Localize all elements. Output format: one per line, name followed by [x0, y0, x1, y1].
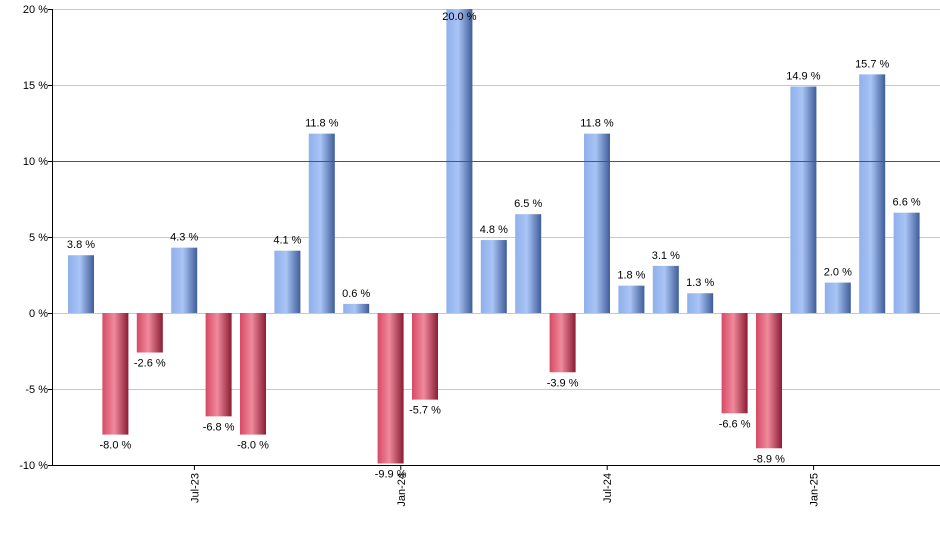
bar	[687, 293, 714, 313]
bar	[859, 74, 886, 313]
y-tick-label: -10 %	[19, 460, 48, 472]
axes: 20 % 15 % 10 % 5 % 0 % -5 % -10 % Jul-23 Jan-24 J…	[19, 4, 940, 507]
data-labels: 3.8 %-8.0 %-2.6 %4.3 %-6.8 %-8.0 %4.1 %1…	[67, 11, 921, 480]
bar	[824, 282, 851, 313]
bar	[480, 240, 507, 313]
bar-value-label: -6.6 %	[719, 418, 751, 430]
bar-value-label: 6.6 %	[893, 197, 921, 209]
bar-value-label: 3.8 %	[67, 239, 95, 251]
bar-value-label: 20.0 %	[442, 11, 476, 23]
bar-value-label: -8.0 %	[100, 440, 132, 452]
bar-value-label: 1.8 %	[617, 270, 645, 282]
bar-value-label: -3.9 %	[547, 377, 579, 389]
y-tick-label: 5 %	[29, 232, 48, 244]
bar-value-label: 14.9 %	[786, 71, 820, 83]
x-tick-label: Jul-24	[602, 473, 614, 503]
bar	[412, 313, 438, 400]
bar	[652, 265, 679, 313]
bar	[790, 86, 817, 314]
bar	[515, 214, 542, 313]
y-tick-label: 0 %	[29, 308, 48, 320]
bar	[240, 313, 266, 435]
bar-value-label: -6.8 %	[203, 421, 235, 433]
y-tick-label: 10 %	[23, 156, 48, 168]
x-tick-label: Jul-23	[189, 473, 201, 503]
bar-value-label: 11.8 %	[305, 118, 339, 130]
bar-value-label: 0.6 %	[342, 288, 370, 300]
bar-value-label: 4.1 %	[273, 235, 301, 247]
y-tick-label: 20 %	[23, 4, 48, 16]
bar	[893, 212, 920, 313]
bar	[756, 313, 782, 449]
bar	[308, 133, 335, 313]
bar	[171, 247, 198, 313]
x-tick-label: Jan-25	[809, 473, 821, 507]
bar-value-label: 11.8 %	[580, 118, 614, 130]
bar-value-label: 2.0 %	[824, 267, 852, 279]
bar-value-label: -8.9 %	[753, 453, 785, 465]
bar-value-label: -5.7 %	[409, 405, 441, 417]
bar	[377, 313, 404, 464]
bar-value-label: 4.8 %	[480, 224, 508, 236]
bar-value-label: 3.1 %	[652, 250, 680, 262]
bar-value-label: -9.9 %	[375, 468, 407, 480]
bar-value-label: 1.3 %	[686, 277, 714, 289]
bar	[136, 313, 163, 353]
bar	[274, 250, 301, 313]
bar	[721, 313, 748, 414]
bar	[102, 313, 129, 435]
y-tick-label: 15 %	[23, 80, 48, 92]
bar-value-label: 6.5 %	[514, 198, 542, 210]
bar-value-label: 4.3 %	[170, 232, 198, 244]
bar	[549, 313, 576, 373]
y-tick-label: -5 %	[25, 384, 48, 396]
bar	[618, 285, 645, 313]
bar	[343, 303, 370, 313]
bar-value-label: 15.7 %	[855, 58, 889, 70]
bar	[68, 255, 94, 313]
bar	[205, 313, 232, 417]
bar	[584, 133, 610, 313]
bar-value-label: -2.6 %	[134, 358, 166, 370]
bar-value-label: -8.0 %	[237, 440, 269, 452]
x-tick-label: Jan-24	[396, 473, 408, 507]
